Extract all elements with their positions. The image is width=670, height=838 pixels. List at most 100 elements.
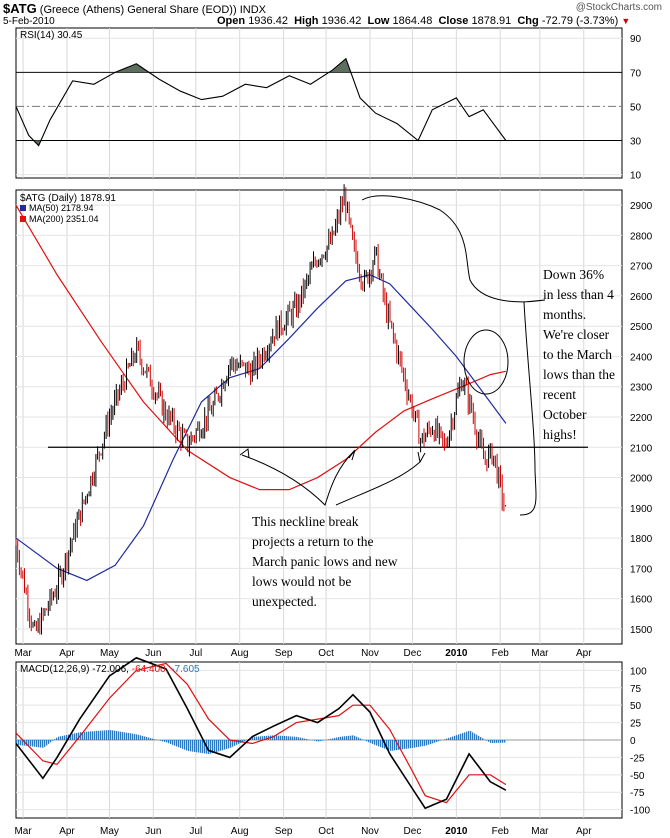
- histogram-bar: [318, 740, 320, 742]
- price-tick-label: 2500: [630, 322, 653, 333]
- low-label: Low: [367, 15, 390, 27]
- shoulder-arrow-right: [335, 451, 426, 506]
- x-axis-label: Dec: [404, 648, 422, 659]
- histogram-bar: [260, 736, 262, 740]
- histogram-bar: [458, 734, 460, 740]
- macd-tick-label: -75: [630, 788, 645, 799]
- histogram-bar: [132, 733, 134, 740]
- macd-tick-label: 75: [630, 684, 642, 695]
- histogram-bar: [470, 731, 472, 740]
- histogram-bar: [36, 740, 38, 748]
- histogram-bar: [88, 731, 90, 740]
- x-axis-label: Apr: [576, 826, 592, 837]
- histogram-bar: [342, 736, 344, 740]
- histogram-bar: [406, 740, 408, 749]
- histogram-bar: [66, 735, 68, 740]
- histogram-bar: [128, 732, 130, 740]
- ma200-legend: MA(200) 2351.04: [29, 214, 99, 224]
- histogram-bar: [46, 740, 48, 746]
- histogram-bar: [152, 738, 154, 740]
- histogram-bar: [160, 740, 162, 741]
- histogram-bar: [118, 731, 120, 740]
- histogram-bar: [20, 740, 22, 746]
- down-arrow-icon: ▼: [621, 16, 631, 26]
- histogram-bar: [264, 736, 266, 740]
- macd-tick-label: -100: [630, 806, 650, 817]
- rsi-tick-label: 90: [630, 34, 642, 45]
- x-axis-label: Aug: [231, 648, 249, 659]
- histogram-bar: [298, 737, 300, 740]
- histogram-bar: [170, 740, 172, 745]
- histogram-bar: [42, 740, 44, 748]
- histogram-bar: [390, 740, 392, 751]
- histogram-bar: [98, 730, 100, 740]
- histogram-bar: [352, 735, 354, 740]
- decline-annotation: Down 36% in less than 4 months. We're cl…: [543, 267, 615, 442]
- high-label: High: [294, 15, 319, 27]
- price-tick-label: 1500: [630, 625, 653, 636]
- histogram-bar: [90, 731, 92, 740]
- x-axis-label: Oct: [318, 826, 334, 837]
- histogram-bar: [116, 731, 118, 740]
- price-tick-label: 1700: [630, 564, 653, 575]
- histogram-bar: [38, 740, 40, 748]
- close-value: 1878.91: [471, 15, 512, 27]
- histogram-bar: [94, 731, 96, 740]
- histogram-bar: [454, 735, 456, 740]
- crossover-circle: [463, 329, 509, 395]
- price-tick-label: 2100: [630, 443, 653, 454]
- histogram-bar: [58, 736, 60, 740]
- histogram-bar: [120, 731, 122, 740]
- histogram-bar: [328, 739, 330, 740]
- histogram-bar: [468, 730, 470, 740]
- histogram-bar: [234, 740, 236, 746]
- histogram-bar: [472, 732, 474, 740]
- histogram-bar: [376, 740, 378, 746]
- histogram-bar: [498, 740, 500, 743]
- histogram-bar: [202, 740, 204, 754]
- histogram-bar: [146, 737, 148, 740]
- x-axis-label: Mar: [14, 648, 32, 659]
- x-axis-label: Jun: [145, 648, 161, 659]
- x-axis-label: Nov: [361, 648, 379, 659]
- histogram-bar: [478, 735, 480, 740]
- ma200-swatch: [20, 216, 26, 222]
- histogram-bar: [252, 737, 254, 740]
- histogram-bar: [304, 738, 306, 740]
- histogram-bar: [360, 738, 362, 740]
- x-axis-label: Mar: [14, 826, 32, 837]
- histogram-bar: [306, 739, 308, 740]
- histogram-bar: [82, 731, 84, 740]
- histogram-bar: [354, 735, 356, 740]
- histogram-bar: [26, 740, 28, 746]
- histogram-bar: [172, 740, 174, 745]
- histogram-bar: [434, 740, 436, 743]
- x-axis-label: Apr: [59, 648, 75, 659]
- price-tick-label: 2700: [630, 262, 653, 273]
- histogram-bar: [28, 740, 30, 747]
- x-axis-label: Feb: [492, 826, 510, 837]
- histogram-bar: [430, 740, 432, 745]
- histogram-bar: [404, 740, 406, 750]
- x-axis-label: 2010: [445, 648, 468, 659]
- histogram-bar: [494, 740, 496, 743]
- histogram-bar: [480, 737, 482, 740]
- price-legend: $ATG (Daily) 1878.91: [20, 193, 116, 204]
- ma50-legend: MA(50) 2178.94: [29, 203, 94, 213]
- histogram-bar: [122, 732, 124, 740]
- open-value: 1936.42: [248, 15, 288, 27]
- histogram-bar: [368, 740, 370, 743]
- histogram-bar: [34, 740, 36, 747]
- histogram-bar: [330, 738, 332, 740]
- rsi-overbought-fill: [115, 58, 351, 73]
- histogram-bar: [258, 736, 260, 740]
- histogram-bar: [492, 740, 494, 744]
- histogram-bar: [460, 733, 462, 740]
- histogram-bar: [218, 740, 220, 752]
- low-value: 1864.48: [392, 15, 433, 27]
- histogram-bar: [278, 735, 280, 740]
- histogram-bar: [336, 737, 338, 740]
- shoulder-arrow-left: [241, 449, 356, 506]
- right-bracket: [519, 301, 537, 516]
